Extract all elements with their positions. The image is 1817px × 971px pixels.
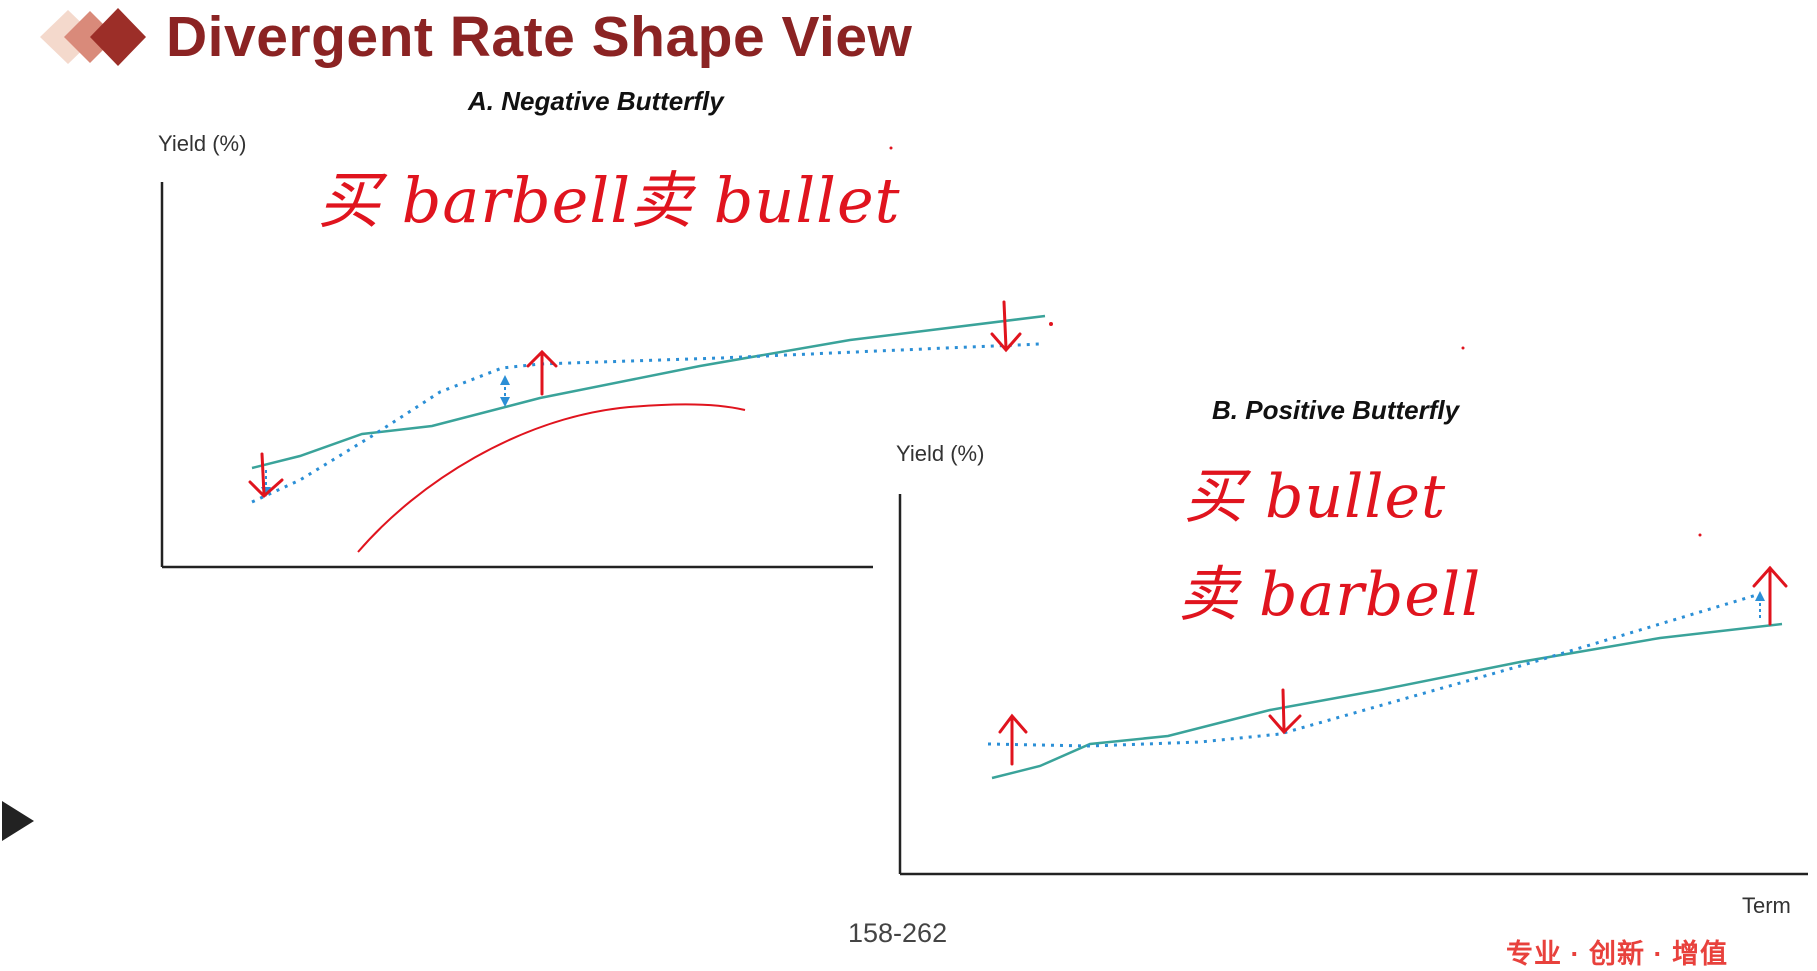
play-icon[interactable] (0, 799, 36, 843)
panel-b-initial-curve (991, 622, 1783, 780)
panel-b-ylabel: Yield (%) (896, 441, 985, 466)
panel-a-handdrawn-curve (357, 403, 746, 553)
panel-a-ylabel: Yield (%) (158, 131, 247, 156)
panel-b-title: B. Positive Butterfly (1212, 395, 1460, 425)
panel-b-shifted-curve (987, 592, 1761, 748)
panel-a-annotation-2: 卖 bullet (630, 164, 901, 237)
footer-slogan: 专业 · 创新 · 增值 (1506, 939, 1728, 969)
panel-b-annotation-1: 买 bullet (1184, 462, 1447, 532)
panel-b-axes (898, 494, 1808, 876)
panel-a-annotation-1: 买 barbell (318, 164, 632, 237)
panel-b-annotation-2: 卖 barbell (1178, 560, 1482, 630)
panel-a-axes (160, 182, 873, 569)
arrow-down-icon (1268, 688, 1302, 735)
panel-a-initial-curve (251, 314, 1046, 470)
panel-a-shifted-curve (251, 342, 1041, 504)
page-number: 158-262 (848, 918, 948, 948)
arrow-up-icon (1752, 565, 1788, 626)
slide-title: Divergent Rate Shape View (166, 5, 913, 69)
arrow-down-icon (248, 452, 284, 499)
panel-b-xlabel: Term (1742, 893, 1791, 918)
diamond-logo-icon (40, 8, 146, 66)
arrow-up-icon (526, 349, 558, 396)
panel-a-title: A. Negative Butterfly (468, 86, 724, 116)
arrow-up-icon (998, 713, 1028, 766)
arrow-down-icon (990, 300, 1022, 353)
